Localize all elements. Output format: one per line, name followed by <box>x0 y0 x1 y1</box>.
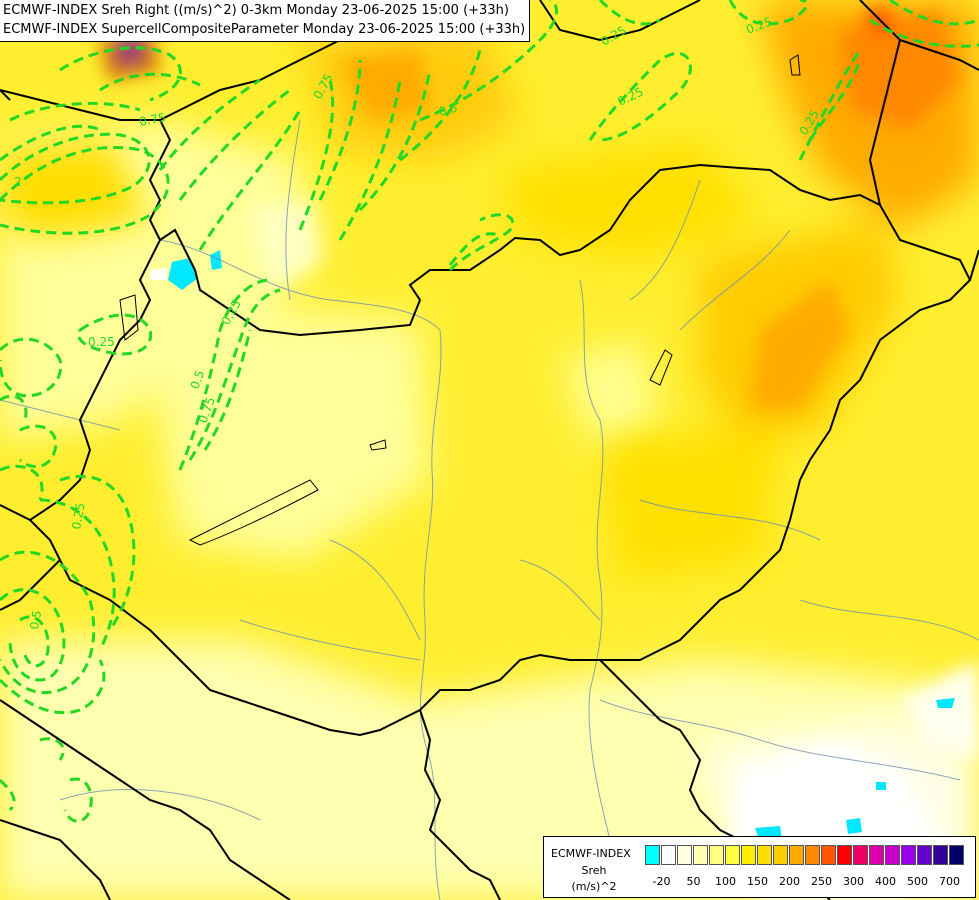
legend-swatch <box>693 845 708 865</box>
color-legend: ECMWF-INDEX Sreh (m/s)^2 -20 50 100 150 200 2… <box>543 836 976 898</box>
legend-tick-label: 150 <box>747 875 768 888</box>
contour-label: 0.5 <box>27 609 44 630</box>
rivers <box>0 119 979 900</box>
contour-label: 0.5 <box>437 100 459 118</box>
contour-label: 0.25 <box>69 502 87 531</box>
legend-swatch <box>853 845 868 865</box>
legend-swatch <box>917 845 932 865</box>
legend-swatch <box>869 845 884 865</box>
legend-swatch <box>677 845 692 865</box>
legend-swatch <box>901 845 916 865</box>
legend-tick-label: 200 <box>779 875 800 888</box>
legend-swatch <box>757 845 772 865</box>
contour-label: 0.25 <box>88 335 115 349</box>
contour-label: 2 <box>14 175 22 189</box>
legend-unit: (m/s)^2 <box>571 880 617 893</box>
map-title-scp: ECMWF-INDEX SupercellCompositeParameter … <box>3 22 526 37</box>
map-title-box: ECMWF-INDEX Sreh Right ((m/s)^2) 0-3km M… <box>0 0 531 42</box>
legend-variable: Sreh <box>581 864 607 877</box>
sreh-peak-areas <box>100 6 960 410</box>
legend-tick-label: 50 <box>686 875 701 888</box>
legend-swatch <box>709 845 724 865</box>
legend-product: ECMWF-INDEX <box>551 847 631 860</box>
legend-tick-label: 700 <box>939 875 960 888</box>
legend-swatch <box>805 845 820 865</box>
legend-tick-label: -20 <box>652 875 671 888</box>
legend-tick-label: 400 <box>875 875 896 888</box>
legend-swatch <box>661 845 676 865</box>
legend-tick-label: 300 <box>843 875 864 888</box>
legend-swatch <box>773 845 788 865</box>
cyan-spots <box>150 250 955 842</box>
legend-swatch <box>645 845 660 865</box>
legend-swatch <box>885 845 900 865</box>
scp-contours <box>0 0 979 823</box>
legend-swatch <box>821 845 836 865</box>
legend-tick-label: 250 <box>811 875 832 888</box>
map-title-sreh: ECMWF-INDEX Sreh Right ((m/s)^2) 0-3km M… <box>3 3 509 18</box>
legend-swatch <box>741 845 756 865</box>
legend-colorbar <box>645 845 965 865</box>
legend-swatch <box>933 845 948 865</box>
legend-swatch <box>789 845 804 865</box>
legend-swatch <box>837 845 852 865</box>
legend-swatch <box>949 845 964 865</box>
lakes <box>119 54 801 546</box>
legend-swatch <box>725 845 740 865</box>
contour-label: 0.75 <box>138 111 167 129</box>
legend-tick-label: 100 <box>715 875 736 888</box>
legend-tick-label: 500 <box>907 875 928 888</box>
contour-label: 0.5 <box>188 368 208 391</box>
